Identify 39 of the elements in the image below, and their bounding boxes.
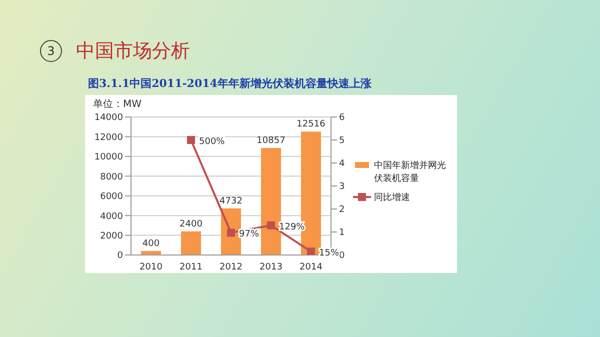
x-tick-label: 2013 bbox=[260, 262, 282, 272]
legend-label: 同比增速 bbox=[374, 192, 410, 204]
x-tick-label: 2012 bbox=[220, 262, 242, 272]
y-tick-label: 0 bbox=[117, 251, 124, 262]
bar bbox=[261, 148, 281, 255]
y-tick-label: 2000 bbox=[100, 231, 124, 242]
y2-tick-label: 6 bbox=[339, 113, 345, 124]
x-tick-label: 2010 bbox=[140, 262, 163, 272]
y2-tick-label: 1 bbox=[339, 228, 345, 238]
data-label: 4732 bbox=[220, 196, 242, 206]
y-tick-label: 8000 bbox=[100, 172, 124, 182]
y-tick-label: 6000 bbox=[100, 192, 124, 202]
chart-subtitle: 图3.1.1中国2011-2014年年新增光伏装机容量快速上涨 bbox=[88, 76, 372, 91]
data-label: 15% bbox=[319, 248, 340, 259]
y-axis-title: 单位：MW bbox=[93, 98, 142, 111]
y2-tick-label: 4 bbox=[339, 159, 345, 170]
y-tick-label: 10000 bbox=[94, 152, 124, 163]
y2-tick-label: 0 bbox=[339, 251, 345, 262]
y2-tick-label: 2 bbox=[339, 205, 345, 216]
y2-tick-label: 3 bbox=[339, 182, 345, 192]
data-label: 10857 bbox=[256, 136, 286, 146]
y2-tick-label: 5 bbox=[339, 136, 345, 146]
legend-label: 中国年新增并网光伏装机容量 bbox=[374, 160, 447, 184]
data-label: 12516 bbox=[296, 120, 326, 130]
chart-title: 中国市场分析 bbox=[76, 39, 190, 64]
x-tick-label: 2014 bbox=[300, 262, 323, 272]
circle-badge: 3 bbox=[40, 40, 62, 62]
x-tick-label: 2011 bbox=[180, 262, 202, 272]
point bbox=[227, 228, 235, 237]
point bbox=[187, 136, 195, 144]
y-tick-label: 4000 bbox=[100, 212, 124, 222]
data-label: 500% bbox=[199, 137, 226, 147]
data-label: 2400 bbox=[180, 219, 203, 230]
y-tick-label: 12000 bbox=[94, 132, 124, 143]
bar bbox=[181, 231, 201, 255]
point bbox=[267, 221, 275, 230]
point bbox=[307, 248, 315, 255]
y-tick-label: 14000 bbox=[94, 113, 124, 124]
data-label: 400 bbox=[142, 239, 160, 250]
